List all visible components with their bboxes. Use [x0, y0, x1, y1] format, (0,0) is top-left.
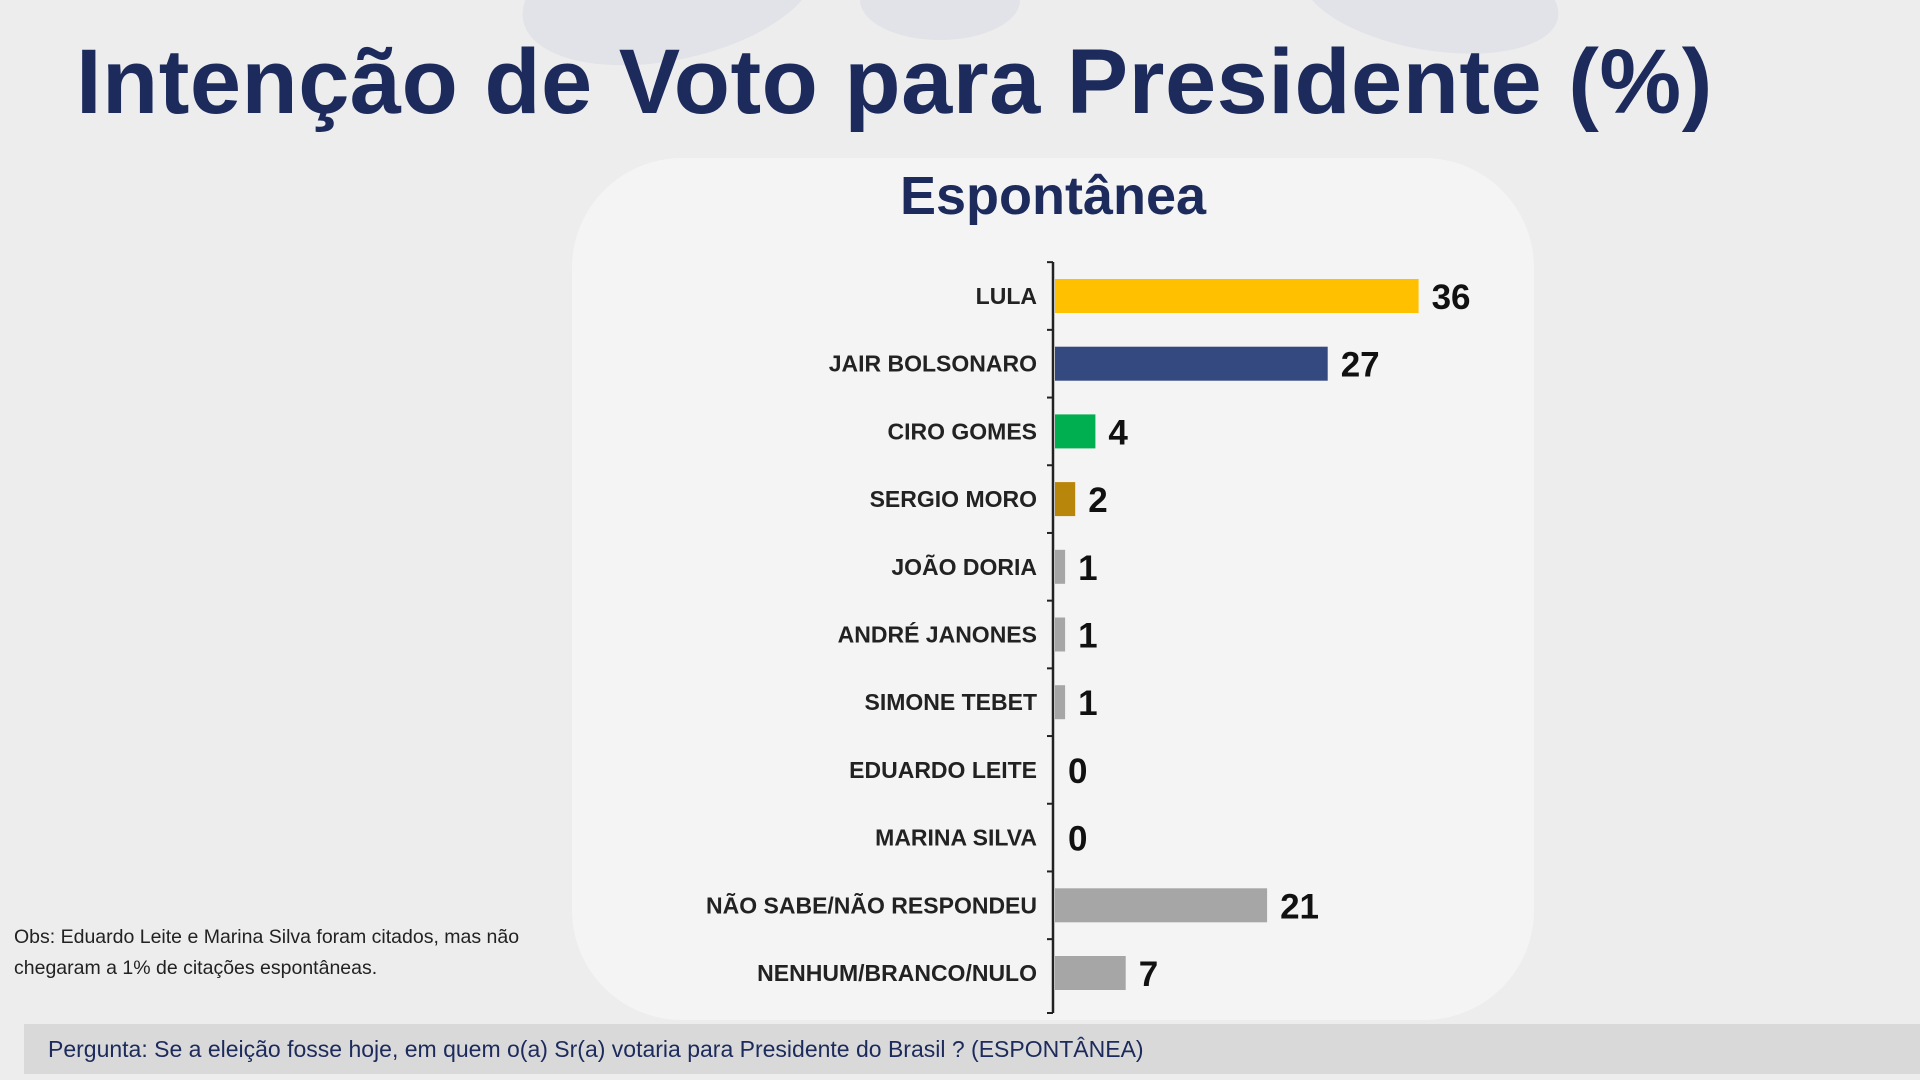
bar	[1055, 617, 1066, 652]
category-label: NÃO SABE/NÃO RESPONDEU	[706, 891, 1037, 918]
bar	[1055, 414, 1096, 449]
category-label: JAIR BOLSONARO	[829, 351, 1037, 377]
value-label: 21	[1280, 887, 1319, 926]
chart-title: Espontânea	[900, 166, 1207, 226]
bar	[1055, 685, 1066, 720]
bar	[1055, 549, 1066, 584]
category-label: MARINA SILVA	[875, 825, 1037, 851]
value-label: 0	[1068, 820, 1087, 859]
bar	[1055, 482, 1076, 517]
value-label: 0	[1068, 752, 1087, 791]
value-label: 1	[1078, 549, 1097, 588]
value-label: 7	[1139, 955, 1158, 994]
page-title: Intenção de Voto para Presidente (%)	[76, 31, 1713, 133]
category-label: LULA	[976, 283, 1037, 309]
category-label: ANDRÉ JANONES	[838, 621, 1037, 648]
value-label: 4	[1108, 413, 1128, 452]
value-label: 36	[1432, 278, 1471, 317]
value-label: 1	[1078, 617, 1097, 656]
category-label: CIRO GOMES	[887, 418, 1037, 444]
bar	[1055, 888, 1268, 923]
question-footer: Pergunta: Se a eleição fosse hoje, em qu…	[24, 1024, 1920, 1074]
category-label: SERGIO MORO	[870, 486, 1037, 512]
category-label: SIMONE TEBET	[864, 689, 1037, 715]
question-text: Pergunta: Se a eleição fosse hoje, em qu…	[48, 1036, 1144, 1062]
bar	[1055, 346, 1328, 381]
category-label: NENHUM/BRANCO/NULO	[757, 960, 1037, 986]
observation-note: Obs: Eduardo Leite e Marina Silva foram …	[14, 926, 520, 979]
value-label: 1	[1078, 684, 1097, 723]
bar	[1055, 279, 1419, 313]
value-label: 2	[1088, 481, 1107, 520]
bar	[1055, 956, 1126, 990]
category-label: EDUARDO LEITE	[849, 757, 1037, 783]
category-label: JOÃO DORIA	[891, 553, 1037, 580]
value-label: 27	[1341, 346, 1380, 385]
